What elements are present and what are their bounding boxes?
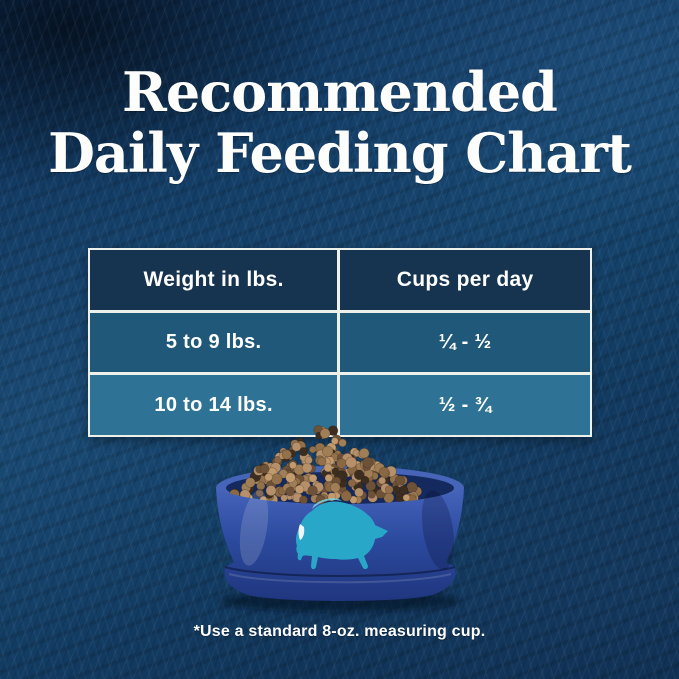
kibble-pile [218, 425, 423, 506]
dog-bowl-illustration [198, 408, 482, 618]
cell-weight-row2: 10 to 14 lbs. [90, 375, 338, 435]
column-header-cups: Cups per day [340, 250, 590, 310]
bowl-shade-right [421, 490, 455, 570]
page-title: Recommended Daily Feeding Chart [0, 60, 679, 186]
footnote: *Use a standard 8-oz. measuring cup. [193, 623, 486, 640]
buffalo-logo-icon [296, 498, 388, 570]
bowl-highlight-left [239, 490, 269, 566]
cell-cups-row2: ½ - ¾ [340, 375, 590, 435]
title-line-1: Recommended [122, 60, 558, 124]
bowl-base-ridge-highlight [228, 573, 452, 584]
feeding-chart-table: Weight in lbs. Cups per day 5 to 9 lbs. … [88, 248, 592, 437]
dog-bowl-svg [216, 425, 464, 612]
column-header-weight: Weight in lbs. [90, 250, 338, 310]
bowl-base-ridge [224, 566, 456, 577]
cell-weight-row1: 5 to 9 lbs. [90, 312, 338, 373]
buffalo-face-blaze [298, 524, 305, 540]
title-line-2: Daily Feeding Chart [48, 121, 632, 186]
buffalo-hump-highlight [312, 498, 342, 509]
cell-cups-row1: ¼ - ½ [340, 312, 590, 373]
